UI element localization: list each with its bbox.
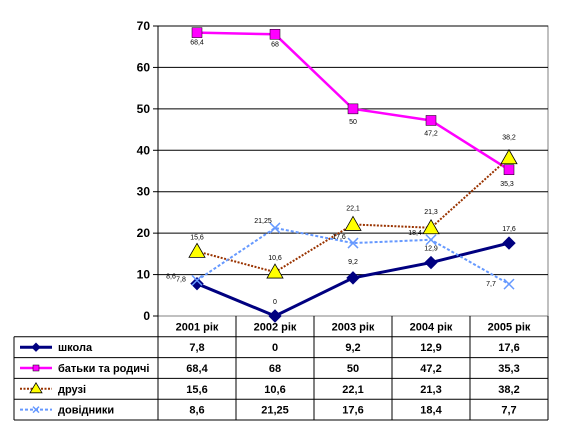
- data-point-marker: [266, 263, 284, 279]
- data-point-marker: [346, 271, 360, 285]
- legend-marker: [31, 342, 41, 352]
- data-point-marker: [268, 309, 282, 323]
- x-category-label: 2005 рік: [488, 321, 531, 333]
- table-cell-value: 7,7: [501, 405, 516, 417]
- data-label: 50: [349, 119, 357, 126]
- data-label: 47,2: [424, 130, 438, 137]
- y-tick-label: 30: [137, 185, 151, 199]
- x-category-label: 2003 рік: [332, 321, 375, 333]
- data-point-marker: [503, 164, 515, 176]
- table-cell-value: 47,2: [420, 363, 441, 375]
- data-point-marker: [347, 237, 359, 249]
- legend-series-name: школа: [58, 342, 93, 354]
- legend-marker: [32, 364, 40, 372]
- y-tick-label: 40: [137, 143, 151, 157]
- data-point-marker: [422, 218, 440, 235]
- data-label: 17,6: [332, 234, 346, 241]
- data-point-marker: [502, 236, 516, 250]
- data-label: 15,6: [190, 234, 204, 241]
- table-cell-value: 21,3: [420, 384, 441, 396]
- data-label: 10,6: [268, 255, 282, 262]
- data-label: 68: [271, 41, 279, 48]
- data-point-marker: [191, 27, 203, 38]
- table-cell-value: 21,25: [261, 405, 289, 417]
- data-point-marker: [190, 276, 204, 291]
- table-cell-value: 8,6: [189, 405, 204, 417]
- data-label: 68,4: [190, 40, 204, 47]
- legend-series-name: батьки та родичі: [58, 363, 149, 375]
- series-line-4: [196, 226, 510, 285]
- data-point-marker: [424, 255, 438, 270]
- series-markers: [188, 27, 518, 323]
- data-label: 7,7: [486, 281, 496, 288]
- y-tick-label: 70: [137, 19, 151, 33]
- data-point-marker: [344, 215, 362, 231]
- y-tick-label: 50: [137, 102, 151, 116]
- y-tick-label: 10: [137, 268, 151, 282]
- data-point-marker: [188, 242, 206, 258]
- data-label: 9,2: [348, 259, 358, 266]
- data-label: 21,25: [254, 218, 272, 225]
- gridlines: [157, 25, 549, 317]
- table-cell-value: 68: [269, 363, 281, 375]
- table-cell-value: 50: [347, 363, 359, 375]
- table-cell-value: 0: [272, 342, 278, 354]
- legend-marker: [29, 382, 43, 394]
- table-cell-value: 12,9: [420, 342, 441, 354]
- legend-marker: [32, 406, 40, 414]
- table-cell-value: 22,1: [342, 384, 363, 396]
- data-point-marker: [503, 278, 515, 290]
- legend-series-name: друзі: [58, 384, 86, 396]
- data-labels: 7,8 0 9,2 12,9 17,6 68,4 68 50 47,2 35,3 15,6 10,6 2…: [166, 40, 516, 306]
- x-category-label: 2002 рік: [254, 321, 297, 333]
- data-label: 12,9: [424, 246, 438, 253]
- data-point-marker: [347, 103, 359, 115]
- data-label: 18,4: [408, 230, 422, 237]
- table-cell-value: 10,6: [264, 384, 285, 396]
- data-point-marker: [500, 148, 518, 165]
- data-label: 21,3: [424, 209, 438, 216]
- data-label: 7,8: [176, 277, 186, 284]
- table-cell-value: 35,3: [498, 363, 519, 375]
- series-line-2: [196, 31, 510, 171]
- data-label: 17,6: [502, 226, 516, 233]
- data-point-marker: [425, 234, 437, 246]
- data-label: 22,1: [346, 205, 360, 212]
- data-label: 8,6: [166, 273, 176, 280]
- y-axis: 0 10 20 30 40 50 60 70: [137, 19, 159, 323]
- data-table: 2001 рік 2002 рік 2003 рік 2004 рік 2005 рік…: [13, 316, 549, 421]
- x-category-label: 2001 рік: [176, 321, 219, 333]
- table-cell-value: 38,2: [498, 384, 519, 396]
- table-cell-value: 17,6: [498, 342, 519, 354]
- data-point-marker: [425, 115, 437, 126]
- legend-series-name: довідники: [58, 405, 114, 417]
- table-cell-value: 7,8: [189, 342, 204, 354]
- table-cell-value: 15,6: [186, 384, 207, 396]
- table-cell-value: 17,6: [342, 405, 363, 417]
- table-cell-value: 18,4: [420, 405, 442, 417]
- y-tick-label: 0: [143, 309, 150, 323]
- data-point-marker: [269, 29, 281, 40]
- data-point-marker: [269, 222, 281, 234]
- x-category-label: 2004 рік: [410, 321, 453, 333]
- data-point-marker: [191, 274, 203, 286]
- y-tick-label: 60: [137, 60, 151, 74]
- data-label: 35,3: [500, 181, 514, 188]
- table-cell-value: 68,4: [186, 363, 208, 375]
- y-tick-label: 20: [137, 226, 151, 240]
- data-label: 0: [273, 299, 277, 306]
- data-label: 38,2: [502, 135, 516, 142]
- table-cell-value: 9,2: [345, 342, 360, 354]
